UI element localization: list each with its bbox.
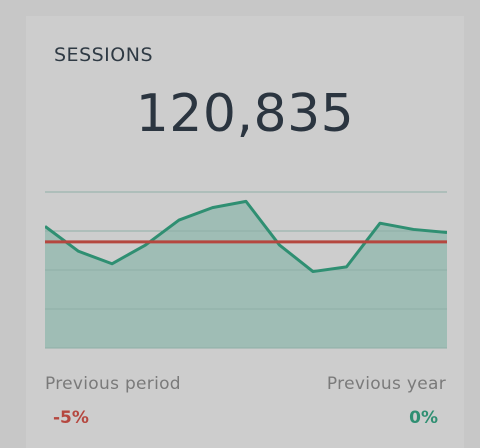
previous-period-label: Previous period [45, 374, 181, 394]
sessions-widget: SESSIONS 120,835 Previous period Previou… [26, 16, 464, 448]
widget-value: 120,835 [135, 84, 355, 144]
sessions-area [45, 201, 447, 348]
previous-period-value: -5% [53, 408, 89, 428]
sessions-chart [45, 191, 447, 349]
widget-title: SESSIONS [54, 44, 154, 66]
previous-year-label: Previous year [326, 374, 446, 394]
sessions-line [45, 199, 447, 274]
chart-area-layer [45, 191, 447, 349]
previous-year-value: 0% [409, 408, 438, 428]
chart-line-layer [45, 199, 447, 274]
